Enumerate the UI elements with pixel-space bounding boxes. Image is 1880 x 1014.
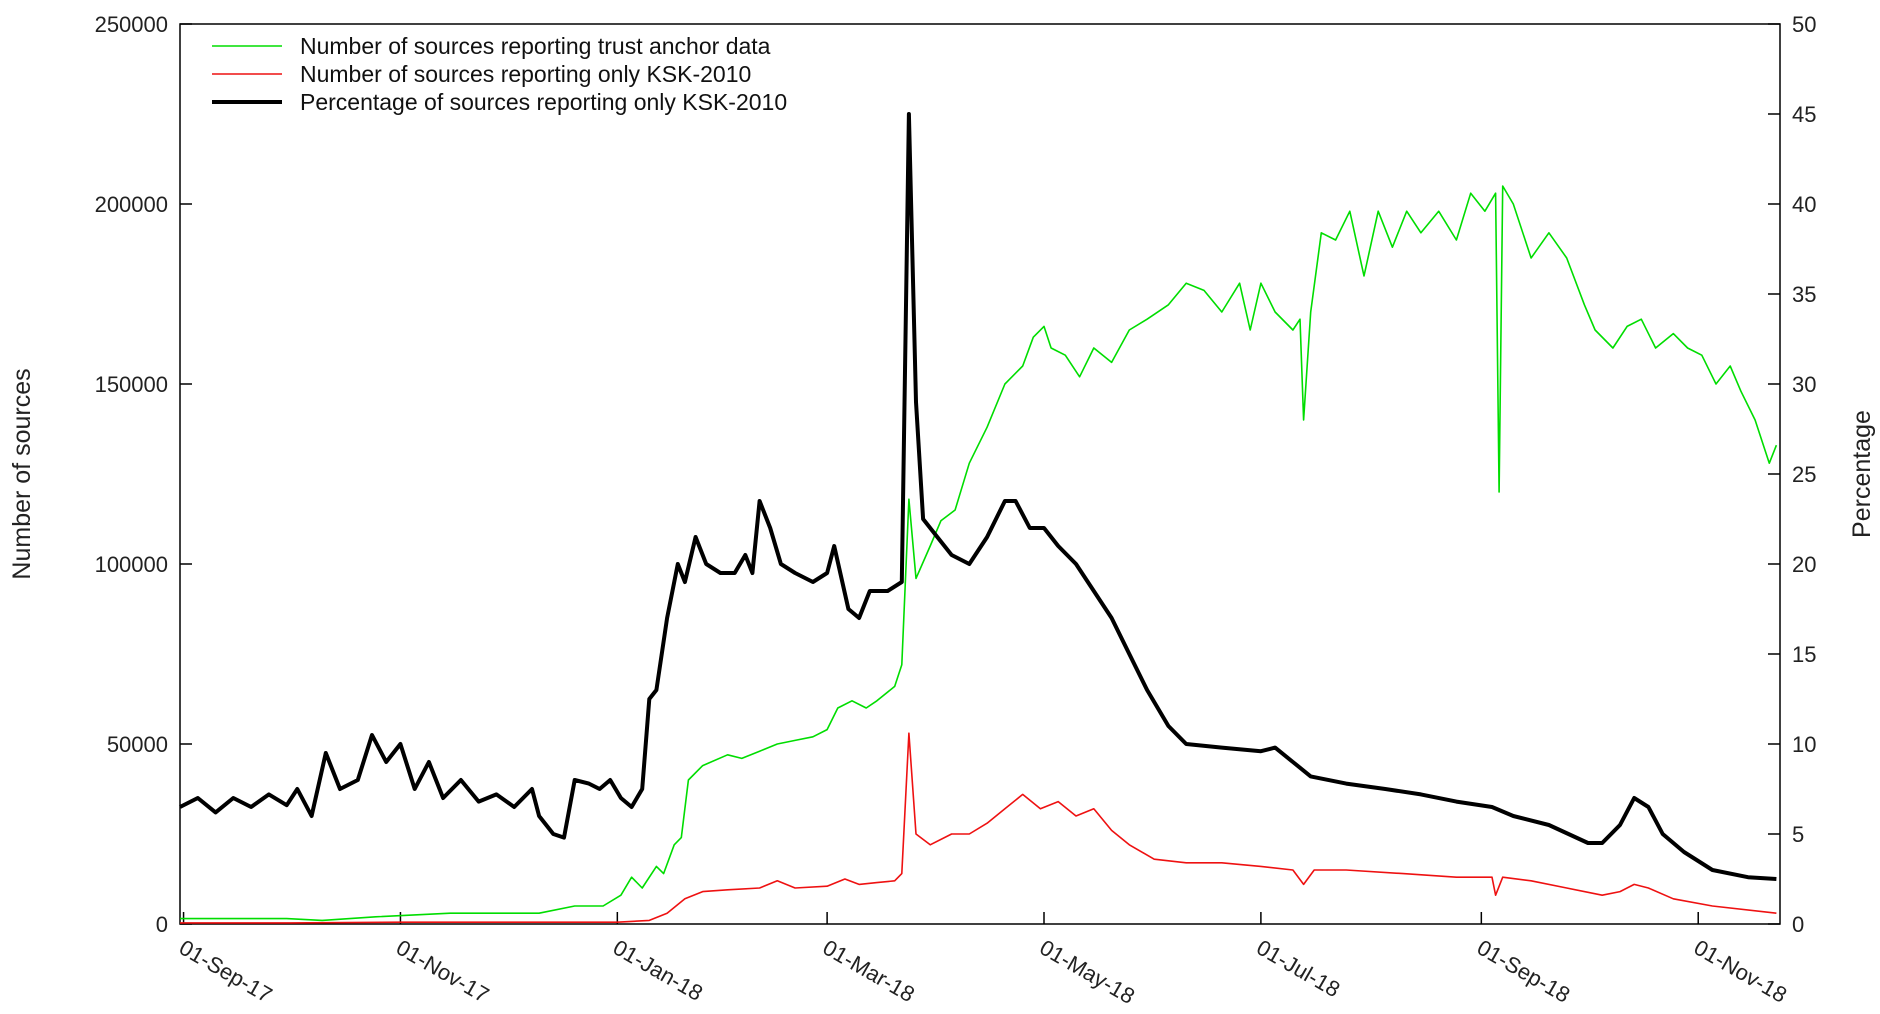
y-axis-left: 0 50000 100000 150000 200000 250000 — [95, 12, 192, 937]
x-tick-label: 01-May-18 — [1036, 935, 1140, 1009]
y-tick-label: 200000 — [95, 192, 168, 217]
legend-label: Number of sources reporting trust anchor… — [300, 33, 771, 59]
y-tick-label: 50000 — [107, 732, 168, 757]
series-layer — [179, 112, 1778, 924]
y2-tick-label: 20 — [1792, 552, 1816, 577]
y-tick-label: 100000 — [95, 552, 168, 577]
y2-tick-label: 0 — [1792, 912, 1804, 937]
y2-tick-label: 5 — [1792, 822, 1804, 847]
y2-tick-label: 50 — [1792, 12, 1816, 37]
y2-tick-label: 30 — [1792, 372, 1816, 397]
y-axis-right: 0 5 10 15 20 25 30 35 40 45 50 — [1768, 12, 1816, 937]
series-line-number-of-sources-reporting-only-ksk-2010 — [180, 732, 1777, 924]
y-axis-title: Number of sources — [8, 368, 36, 579]
series-line-percentage-of-sources-reporting-only-ksk-2010 — [179, 112, 1777, 881]
x-tick-label: 01-Jul-18 — [1252, 935, 1344, 1003]
plot-border — [179, 23, 1781, 925]
y2-tick-label: 15 — [1792, 642, 1816, 667]
y2-tick-label: 40 — [1792, 192, 1816, 217]
legend-label: Number of sources reporting only KSK-201… — [300, 61, 751, 87]
x-tick-label: 01-Sep-17 — [175, 935, 276, 1008]
x-tick-label: 01-Mar-18 — [819, 935, 919, 1007]
y2-tick-label: 35 — [1792, 282, 1816, 307]
y2-tick-label: 10 — [1792, 732, 1816, 757]
legend-label: Percentage of sources reporting only KSK… — [300, 89, 787, 115]
x-axis: 01-Sep-17 01-Nov-17 01-Jan-18 01-Mar-18 01-M… — [175, 912, 1791, 1009]
series-line-number-of-sources-reporting-trust-anchor-data — [180, 185, 1778, 922]
y-tick-label: 0 — [156, 912, 168, 937]
y2-tick-label: 25 — [1792, 462, 1816, 487]
y-tick-label: 150000 — [95, 372, 168, 397]
plot-frame — [179, 23, 1781, 925]
x-tick-label: 01-Sep-18 — [1473, 935, 1574, 1008]
x-tick-label: 01-Nov-17 — [392, 935, 493, 1008]
x-tick-label: 01-Jan-18 — [609, 935, 707, 1006]
legend: Number of sources reporting trust anchor… — [212, 33, 787, 115]
y2-axis-title: Percentage — [1848, 410, 1876, 538]
y2-tick-label: 45 — [1792, 102, 1816, 127]
x-tick-label: 01-Nov-18 — [1690, 935, 1791, 1008]
y-tick-label: 250000 — [95, 12, 168, 37]
